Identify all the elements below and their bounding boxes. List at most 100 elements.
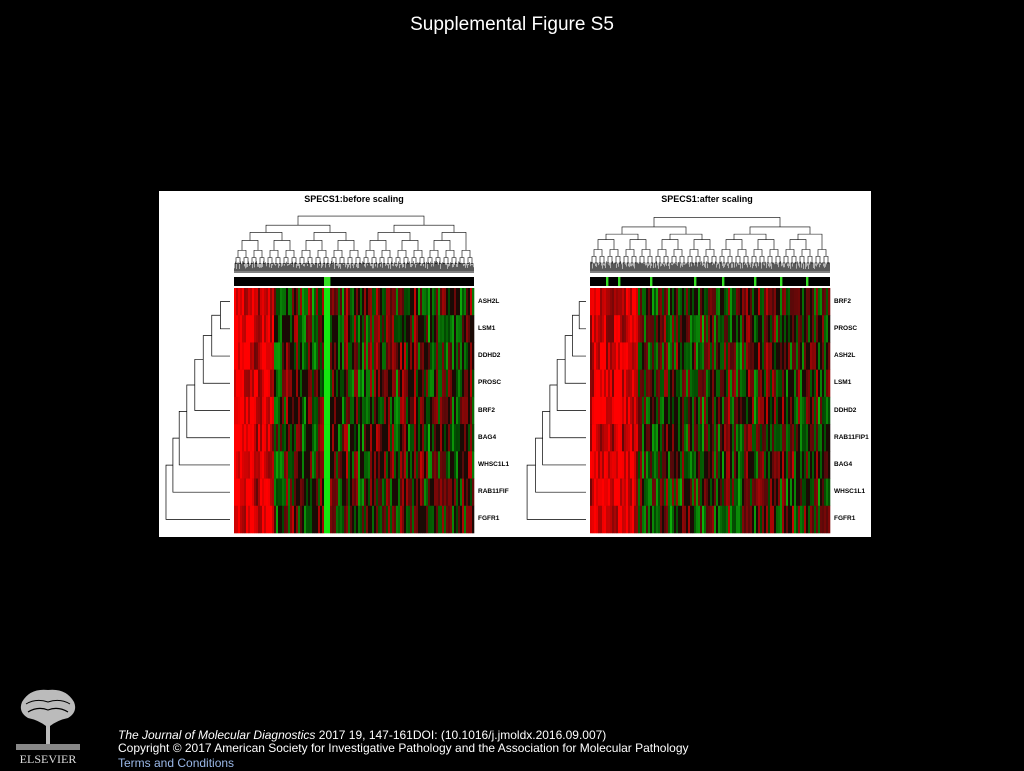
heatmap-cell — [768, 396, 771, 425]
heatmap-cell — [388, 288, 391, 316]
heatmap-cell — [600, 369, 603, 398]
heatmap-cell — [414, 396, 417, 425]
heatmap-cell — [380, 315, 383, 343]
heatmap-cell — [400, 396, 403, 425]
heatmap-cell — [304, 396, 307, 425]
heatmap-cell — [428, 478, 431, 507]
dendrogram-branch — [663, 256, 669, 263]
dendrogram-branch — [382, 263, 386, 271]
heatmap-cell — [820, 451, 823, 479]
heatmap-cell — [428, 505, 431, 534]
heatmap-cell — [454, 505, 457, 534]
heatmap-cell — [272, 396, 275, 425]
dendrogram-branch — [355, 257, 361, 264]
terms-link[interactable]: Terms and Conditions — [118, 756, 235, 770]
heatmap-cell — [590, 315, 593, 343]
heatmap-cell — [246, 396, 249, 425]
heatmap-cell — [240, 451, 243, 479]
heatmap-cell — [324, 369, 327, 398]
heatmap-cell — [824, 288, 827, 316]
heatmap-cell — [250, 369, 253, 398]
heatmap-cell — [758, 396, 761, 425]
heatmap-cell — [636, 451, 639, 479]
heatmap-cell — [250, 342, 253, 370]
heatmap-cell — [286, 288, 289, 316]
heatmap-cell — [626, 505, 629, 534]
heatmap-cell — [340, 369, 343, 398]
dendrogram-branch — [451, 257, 457, 264]
heatmap-cell — [276, 451, 279, 479]
heatmap-cell — [638, 396, 641, 425]
heatmap-cell — [718, 451, 721, 479]
heatmap-cell — [392, 451, 395, 479]
heatmap-cell — [598, 478, 601, 507]
heatmap-cell — [456, 369, 459, 398]
heatmap-cell — [666, 342, 669, 370]
heatmap-cell — [262, 505, 265, 534]
row-dendrogram-branch — [578, 301, 586, 330]
dendrogram-branch — [323, 257, 329, 264]
heatmap-cell — [298, 451, 301, 479]
heatmap-cell — [622, 315, 625, 343]
color-bar-mark — [606, 277, 609, 286]
heatmap-cell — [686, 424, 689, 452]
heatmap-cell — [258, 396, 261, 425]
heatmap-cell — [762, 505, 765, 534]
heatmap-cell — [362, 396, 365, 425]
heatmap-cell — [304, 342, 307, 370]
heatmap-cell — [666, 288, 669, 316]
dendrogram-branch — [346, 263, 350, 271]
dendrogram-branch — [438, 263, 442, 271]
heatmap-cell — [466, 478, 469, 507]
heatmap-cell — [374, 342, 377, 370]
heatmap-cell — [714, 478, 717, 507]
heatmap-cell — [808, 505, 811, 534]
heatmap-cell — [810, 478, 813, 507]
heatmap-cell — [306, 424, 309, 452]
heatmap-cell — [592, 478, 595, 507]
dendrogram-branch — [363, 257, 369, 264]
heatmap-cell — [416, 505, 419, 534]
heatmap-cell — [384, 342, 387, 370]
heatmap-cell — [372, 424, 375, 452]
heatmap-cell — [644, 396, 647, 425]
heatmap-cell — [422, 451, 425, 479]
dendrogram-branch — [413, 250, 423, 258]
heatmap-cell — [636, 288, 639, 316]
heatmap-cell — [708, 396, 711, 425]
heatmap-cell — [274, 288, 277, 316]
heatmap-cell — [694, 369, 697, 398]
heatmap-cell — [266, 342, 269, 370]
heatmap-cell — [460, 342, 463, 370]
dendrogram-branch — [301, 250, 311, 258]
heatmap-cell — [608, 505, 611, 534]
heatmap-cell — [380, 478, 383, 507]
heatmap-cell — [792, 288, 795, 316]
heatmap-cell — [776, 451, 779, 479]
heatmap-cell — [282, 396, 285, 425]
heatmap-cell — [696, 288, 699, 316]
heatmap-cell — [696, 369, 699, 398]
dendrogram-branch — [823, 256, 829, 263]
heatmap-cell — [682, 288, 685, 316]
heatmap-cell — [624, 315, 627, 343]
heatmap-cell — [742, 451, 745, 479]
heatmap-before-scaling: SPECS1:before scaling ASH2L LSM1 DDHD2 PROS… — [159, 191, 515, 537]
heatmap-cell — [620, 288, 623, 316]
heatmap-cell — [356, 342, 359, 370]
heatmap-cell — [442, 396, 445, 425]
heatmap-cell — [284, 505, 287, 534]
heatmap-cell — [616, 396, 619, 425]
heatmap-cell — [662, 396, 665, 425]
heatmap-cell — [376, 288, 379, 316]
heatmap-cell — [262, 288, 265, 316]
heatmap-cell — [312, 288, 315, 316]
heatmap-cell — [742, 505, 745, 534]
heatmap-cell — [774, 342, 777, 370]
heatmap-cell — [332, 396, 335, 425]
row-dendrogram-branch — [549, 384, 586, 439]
heatmap-cell — [448, 478, 451, 507]
heatmap-cell — [684, 505, 687, 534]
heatmap-cell — [798, 342, 801, 370]
heatmap-cell — [362, 478, 365, 507]
